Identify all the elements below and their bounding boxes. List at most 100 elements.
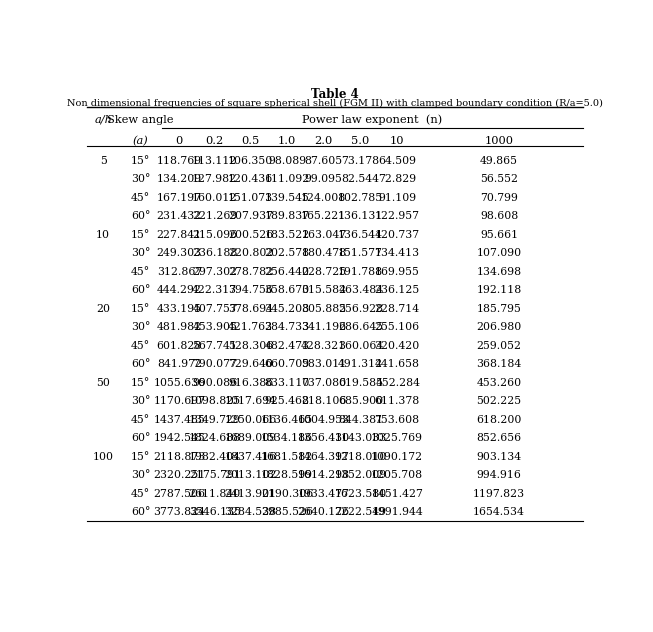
Text: 45°: 45° bbox=[131, 193, 150, 203]
Text: 583.011: 583.011 bbox=[301, 359, 346, 369]
Text: 1352.009: 1352.009 bbox=[334, 470, 387, 480]
Text: 45°: 45° bbox=[131, 489, 150, 499]
Text: 1170.697: 1170.697 bbox=[153, 396, 205, 406]
Text: 107.090: 107.090 bbox=[477, 248, 522, 258]
Text: 841.972: 841.972 bbox=[157, 359, 202, 369]
Text: 378.694: 378.694 bbox=[228, 303, 273, 313]
Text: 30°: 30° bbox=[131, 248, 150, 258]
Text: 833.110: 833.110 bbox=[264, 377, 310, 387]
Text: 263.484: 263.484 bbox=[338, 285, 383, 295]
Text: 160.012: 160.012 bbox=[192, 193, 238, 203]
Text: 0: 0 bbox=[176, 136, 183, 146]
Text: 185.795: 185.795 bbox=[477, 303, 522, 313]
Text: 2222.549: 2222.549 bbox=[334, 507, 387, 517]
Text: 611.378: 611.378 bbox=[375, 396, 420, 406]
Text: 925.462: 925.462 bbox=[264, 396, 310, 406]
Text: 0.5: 0.5 bbox=[242, 136, 260, 146]
Text: 482.473: 482.473 bbox=[264, 341, 310, 351]
Text: 1025.769: 1025.769 bbox=[371, 433, 423, 443]
Text: 60°: 60° bbox=[131, 433, 150, 443]
Text: 45°: 45° bbox=[131, 415, 150, 425]
Text: 163.047: 163.047 bbox=[301, 229, 346, 240]
Text: 255.106: 255.106 bbox=[375, 322, 420, 332]
Text: 394.756: 394.756 bbox=[228, 285, 273, 295]
Text: 345.208: 345.208 bbox=[264, 303, 310, 313]
Text: 30°: 30° bbox=[131, 322, 150, 332]
Text: 15°: 15° bbox=[131, 377, 150, 387]
Text: 30°: 30° bbox=[131, 174, 150, 184]
Text: 50: 50 bbox=[96, 377, 110, 387]
Text: 1356.430: 1356.430 bbox=[298, 433, 350, 443]
Text: 30°: 30° bbox=[131, 470, 150, 480]
Text: 2413.901: 2413.901 bbox=[225, 489, 277, 499]
Text: 297.302: 297.302 bbox=[192, 267, 237, 277]
Text: 15°: 15° bbox=[131, 229, 150, 240]
Text: 60°: 60° bbox=[131, 285, 150, 295]
Text: 1000: 1000 bbox=[485, 136, 514, 146]
Text: 1982.404: 1982.404 bbox=[189, 451, 241, 461]
Text: 2175.791: 2175.791 bbox=[189, 470, 241, 480]
Text: 70.799: 70.799 bbox=[480, 193, 518, 203]
Text: 1942.545: 1942.545 bbox=[153, 433, 205, 443]
Text: 3546.135: 3546.135 bbox=[189, 507, 241, 517]
Text: 202.578: 202.578 bbox=[264, 248, 310, 258]
Text: 428.321: 428.321 bbox=[301, 341, 346, 351]
Text: 180.478: 180.478 bbox=[301, 248, 346, 258]
Text: 1143.033: 1143.033 bbox=[334, 433, 387, 443]
Text: 192.118: 192.118 bbox=[477, 285, 522, 295]
Text: 1349.729: 1349.729 bbox=[189, 415, 241, 425]
Text: 73.178: 73.178 bbox=[342, 155, 379, 166]
Text: 368.184: 368.184 bbox=[477, 359, 522, 369]
Text: 1098.825: 1098.825 bbox=[189, 396, 241, 406]
Text: 256.440: 256.440 bbox=[264, 267, 310, 277]
Text: 619.584: 619.584 bbox=[338, 377, 383, 387]
Text: 286.645: 286.645 bbox=[338, 322, 383, 332]
Text: 1689.009: 1689.009 bbox=[225, 433, 277, 443]
Text: 169.955: 169.955 bbox=[375, 267, 420, 277]
Text: 1828.599: 1828.599 bbox=[261, 470, 313, 480]
Text: 64.509: 64.509 bbox=[378, 155, 416, 166]
Text: 491.312: 491.312 bbox=[338, 359, 383, 369]
Text: 994.916: 994.916 bbox=[477, 470, 522, 480]
Text: Power law exponent  (n): Power law exponent (n) bbox=[302, 115, 442, 125]
Text: 384.733: 384.733 bbox=[264, 322, 310, 332]
Text: 120.436: 120.436 bbox=[228, 174, 273, 184]
Text: 341.196: 341.196 bbox=[301, 322, 346, 332]
Text: 1681.582: 1681.582 bbox=[261, 451, 313, 461]
Text: 422.317: 422.317 bbox=[192, 285, 237, 295]
Text: 56.552: 56.552 bbox=[480, 174, 518, 184]
Text: 2640.176: 2640.176 bbox=[298, 507, 350, 517]
Text: 102.785: 102.785 bbox=[338, 193, 383, 203]
Text: 256.928: 256.928 bbox=[338, 303, 383, 313]
Text: 118.769: 118.769 bbox=[157, 155, 202, 166]
Text: 10: 10 bbox=[96, 229, 110, 240]
Text: 1136.465: 1136.465 bbox=[261, 415, 313, 425]
Text: 790.077: 790.077 bbox=[192, 359, 237, 369]
Text: 236.125: 236.125 bbox=[375, 285, 420, 295]
Text: Non dimensional frequencies of square spherical shell (FGM II) with clamped boun: Non dimensional frequencies of square sp… bbox=[67, 99, 603, 108]
Text: 113.112: 113.112 bbox=[192, 155, 238, 166]
Text: 1055.636: 1055.636 bbox=[153, 377, 205, 387]
Text: 95.661: 95.661 bbox=[480, 229, 518, 240]
Text: 151.073: 151.073 bbox=[228, 193, 273, 203]
Text: 1933.477: 1933.477 bbox=[298, 489, 350, 499]
Text: 315.584: 315.584 bbox=[301, 285, 346, 295]
Text: 207.937: 207.937 bbox=[228, 211, 273, 221]
Text: 2013.102: 2013.102 bbox=[225, 470, 277, 480]
Text: 453.905: 453.905 bbox=[192, 322, 237, 332]
Text: 1464.397: 1464.397 bbox=[298, 451, 350, 461]
Text: 200.526: 200.526 bbox=[228, 229, 273, 240]
Text: 249.303: 249.303 bbox=[157, 248, 202, 258]
Text: 3773.824: 3773.824 bbox=[153, 507, 205, 517]
Text: 1837.416: 1837.416 bbox=[225, 451, 277, 461]
Text: 1614.298: 1614.298 bbox=[298, 470, 350, 480]
Text: Table 4: Table 4 bbox=[311, 88, 358, 101]
Text: a/h: a/h bbox=[94, 115, 112, 125]
Text: 2985.526: 2985.526 bbox=[261, 507, 313, 517]
Text: 60°: 60° bbox=[131, 359, 150, 369]
Text: 481.982: 481.982 bbox=[157, 322, 202, 332]
Text: (a): (a) bbox=[133, 136, 148, 147]
Text: 1197.823: 1197.823 bbox=[473, 489, 525, 499]
Text: 215.096: 215.096 bbox=[192, 229, 237, 240]
Text: 139.545: 139.545 bbox=[264, 193, 310, 203]
